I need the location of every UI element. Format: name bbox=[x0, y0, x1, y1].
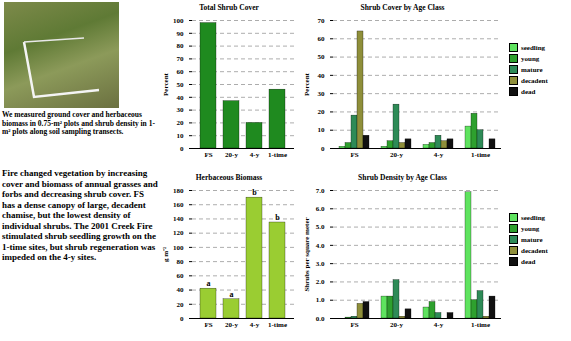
svg-text:6.0: 6.0 bbox=[316, 205, 325, 213]
svg-text:50: 50 bbox=[318, 53, 326, 61]
html-text:seedling: seedling bbox=[521, 213, 546, 222]
svg-text:2.0: 2.0 bbox=[316, 278, 325, 286]
html-text:young: young bbox=[521, 224, 540, 233]
svg-text:1-time: 1-time bbox=[471, 151, 490, 159]
svg-text:a: a bbox=[207, 279, 211, 288]
svg-text:140: 140 bbox=[173, 215, 184, 223]
svg-text:60: 60 bbox=[177, 68, 185, 76]
svg-text:3.0: 3.0 bbox=[316, 260, 325, 268]
svg-text:40: 40 bbox=[177, 94, 185, 102]
svg-text:0: 0 bbox=[321, 145, 325, 153]
svg-text:80: 80 bbox=[177, 42, 185, 50]
svg-text:4-y: 4-y bbox=[434, 321, 444, 329]
svg-text:1-time: 1-time bbox=[268, 151, 287, 159]
svg-text:FS: FS bbox=[204, 321, 212, 329]
html-text:Herbaceous Biomass: Herbaceous Biomass bbox=[195, 173, 263, 182]
svg-text:0: 0 bbox=[180, 145, 184, 153]
svg-text:4.0: 4.0 bbox=[316, 242, 325, 250]
svg-text:4-y: 4-y bbox=[250, 321, 260, 329]
svg-text:20-y: 20-y bbox=[390, 321, 403, 329]
html-text:decadent: decadent bbox=[521, 246, 548, 255]
svg-text:b: b bbox=[252, 188, 257, 197]
html-text:mature: mature bbox=[521, 235, 543, 244]
svg-text:80: 80 bbox=[177, 258, 185, 266]
svg-text:20: 20 bbox=[177, 301, 185, 309]
svg-text:100: 100 bbox=[173, 17, 184, 25]
svg-text:4-y: 4-y bbox=[434, 151, 444, 159]
svg-text:0: 0 bbox=[180, 315, 184, 323]
svg-text:160: 160 bbox=[173, 201, 184, 209]
html-text:mature: mature bbox=[521, 65, 543, 74]
svg-text:1.0: 1.0 bbox=[316, 296, 325, 304]
svg-text:FS: FS bbox=[204, 151, 212, 159]
svg-text:60: 60 bbox=[177, 272, 185, 280]
svg-text:50: 50 bbox=[177, 81, 185, 89]
svg-text:0.0: 0.0 bbox=[316, 315, 325, 323]
svg-text:1-time: 1-time bbox=[471, 321, 490, 329]
html-text:Shrub Cover by Age Class: Shrub Cover by Age Class bbox=[360, 3, 445, 12]
svg-text:100: 100 bbox=[173, 244, 184, 252]
svg-text:10: 10 bbox=[177, 132, 185, 140]
html-text:young: young bbox=[521, 54, 540, 63]
svg-text:30: 30 bbox=[318, 90, 326, 98]
svg-text:1-time: 1-time bbox=[268, 321, 287, 329]
svg-text:40: 40 bbox=[177, 286, 185, 294]
svg-text:a: a bbox=[230, 290, 234, 299]
svg-text:20: 20 bbox=[318, 108, 326, 116]
svg-text:70: 70 bbox=[177, 55, 185, 63]
svg-text:Percent: Percent bbox=[162, 72, 170, 95]
svg-text:20: 20 bbox=[177, 119, 185, 127]
svg-text:180: 180 bbox=[173, 187, 184, 195]
svg-text:4-y: 4-y bbox=[250, 151, 260, 159]
svg-text:120: 120 bbox=[173, 229, 184, 237]
svg-text:7.0: 7.0 bbox=[316, 187, 325, 195]
svg-text:FS: FS bbox=[350, 151, 358, 159]
svg-text:5.0: 5.0 bbox=[316, 223, 325, 231]
svg-text:30: 30 bbox=[177, 106, 185, 114]
svg-text:20-y: 20-y bbox=[225, 321, 238, 329]
html-text:Shrub Density by Age Class: Shrub Density by Age Class bbox=[358, 173, 447, 182]
html-text:Total Shrub Cover: Total Shrub Cover bbox=[199, 3, 259, 12]
html-text:We measured ground cover and h: We measured ground cover and herbaceous … bbox=[2, 110, 155, 136]
html-text:Fire changed vegetation by inc: Fire changed vegetation by increasing co… bbox=[2, 168, 158, 262]
svg-text:40: 40 bbox=[318, 72, 326, 80]
svg-text:90: 90 bbox=[177, 30, 185, 38]
svg-text:b: b bbox=[275, 213, 280, 222]
svg-text:Percent: Percent bbox=[303, 72, 311, 95]
html-text:decadent: decadent bbox=[521, 76, 548, 85]
html-text:dead: dead bbox=[521, 87, 536, 96]
svg-text:g m⁻²: g m⁻² bbox=[162, 247, 170, 262]
html-text:dead: dead bbox=[521, 257, 536, 266]
svg-text:FS: FS bbox=[350, 321, 358, 329]
svg-text:20-y: 20-y bbox=[225, 151, 238, 159]
svg-text:70: 70 bbox=[318, 17, 326, 25]
svg-text:60: 60 bbox=[318, 35, 326, 43]
svg-text:20-y: 20-y bbox=[390, 151, 403, 159]
html-text:seedling: seedling bbox=[521, 43, 546, 52]
svg-text:10: 10 bbox=[318, 126, 326, 134]
svg-text:Shrubs per square meter: Shrubs per square meter bbox=[303, 217, 311, 291]
